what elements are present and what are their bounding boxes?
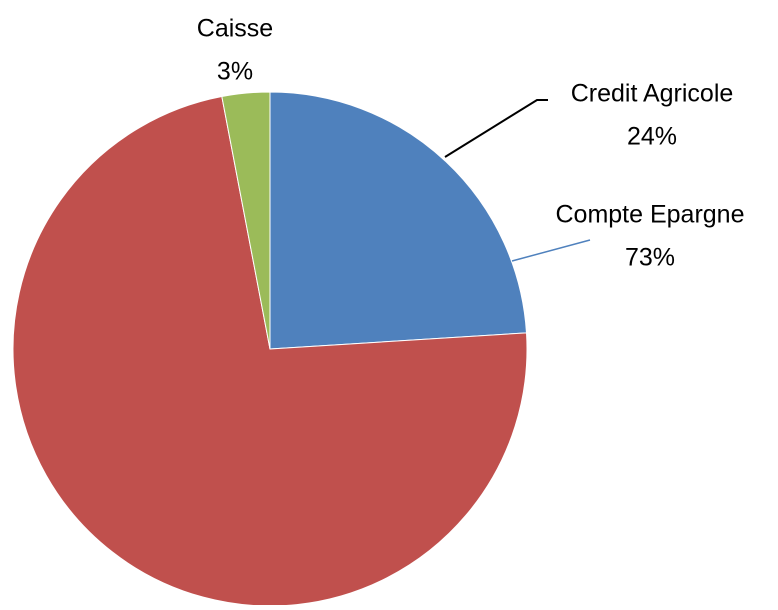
pie-slice [221,91,271,350]
leader-line [444,99,548,158]
slice-label: Credit Agricole [571,80,734,108]
slice-value-label: 73% [625,244,675,272]
slice-label: Compte Epargne [555,201,744,229]
pie-slice [269,91,528,350]
slice-label: Caisse [197,15,273,43]
slice-value-label: 3% [217,58,253,86]
slice-value-label: 24% [627,123,677,151]
leader-line [511,239,591,262]
pie-slice [12,95,528,607]
